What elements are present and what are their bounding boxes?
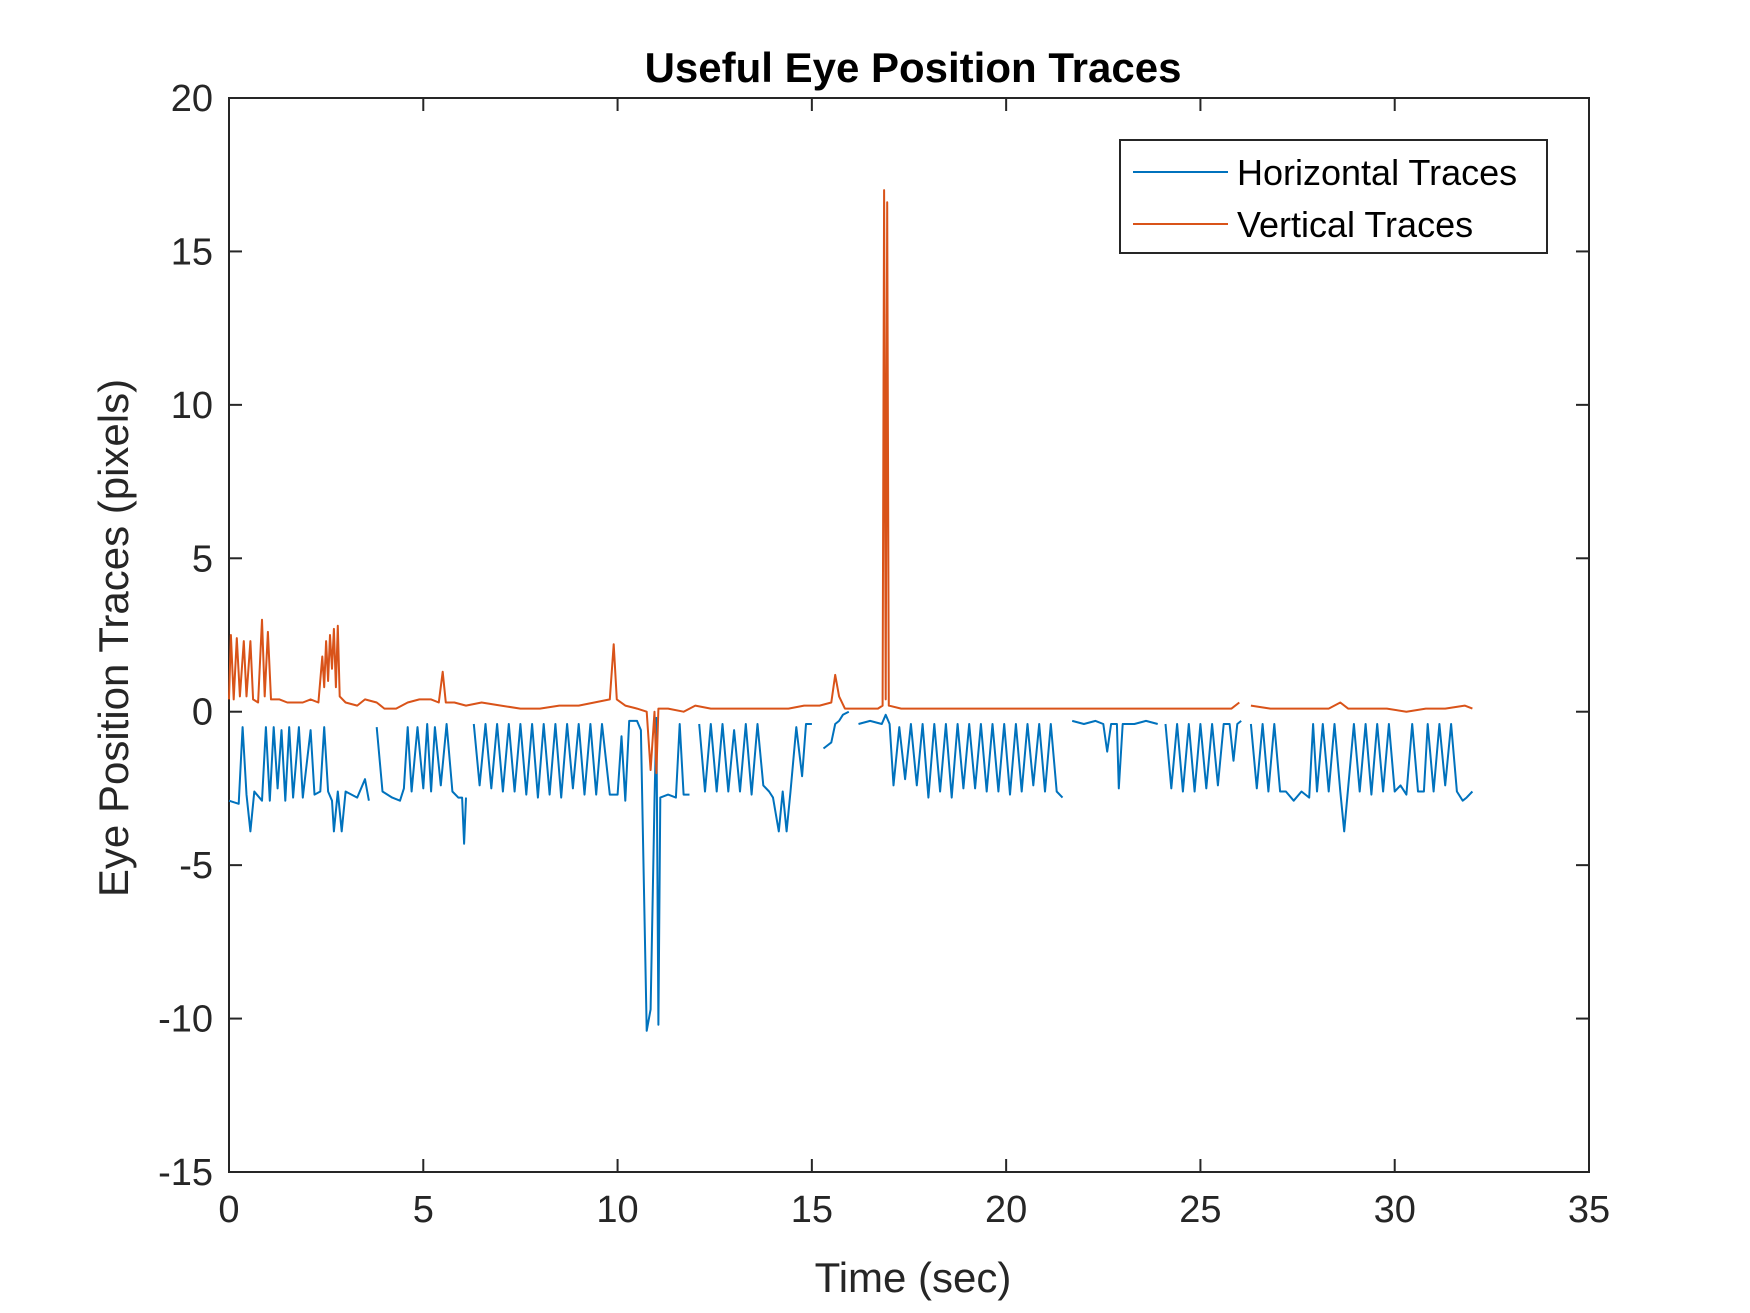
legend: Horizontal Traces Vertical Traces: [1119, 139, 1548, 254]
y-tick-label: 0: [192, 692, 213, 734]
series-line-vertical: [228, 189, 1473, 775]
y-tick-label: -15: [158, 1152, 213, 1194]
legend-label-horizontal: Horizontal Traces: [1237, 152, 1517, 193]
chart-title: Useful Eye Position Traces: [645, 44, 1182, 91]
x-tick-label: 15: [791, 1189, 833, 1231]
y-tick-label: 5: [192, 538, 213, 580]
x-tick-label: 10: [596, 1189, 638, 1231]
x-axis-title: Time (sec): [815, 1254, 1012, 1301]
y-tick-label: 20: [171, 78, 213, 120]
series-layer: [228, 189, 1474, 1032]
x-tick-label: 20: [985, 1189, 1027, 1231]
axes-box: [228, 97, 1590, 1173]
y-tick-label: -5: [179, 845, 213, 887]
x-tick-label: 5: [413, 1189, 434, 1231]
plot-area: 0 5 10 15 20 25 30 35 -15 -10 -5 0 5 10 15 20: [158, 78, 1610, 1231]
x-tick-label: 30: [1374, 1189, 1416, 1231]
legend-box: [1119, 139, 1548, 254]
x-tick-label: 25: [1179, 1189, 1221, 1231]
y-tick-label: 15: [171, 231, 213, 273]
y-axis-title: Eye Position Traces (pixels): [90, 379, 137, 897]
y-tick-label: 10: [171, 385, 213, 427]
axis-ticks: 0 5 10 15 20 25 30 35 -15 -10 -5 0 5 10 15 20: [158, 78, 1610, 1231]
legend-label-vertical: Vertical Traces: [1237, 204, 1473, 245]
x-tick-label: 35: [1568, 1189, 1610, 1231]
y-tick-label: -10: [158, 999, 213, 1041]
series-line-horizontal: [228, 710, 1474, 1032]
x-tick-label: 0: [218, 1189, 239, 1231]
